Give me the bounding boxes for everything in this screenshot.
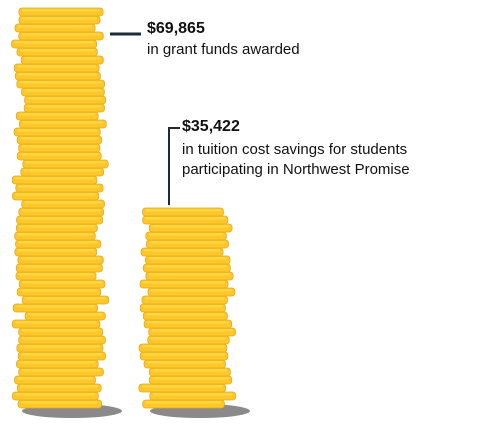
tuition-savings-coin-highlight bbox=[146, 313, 225, 316]
grant-funds-coin-highlight bbox=[15, 193, 96, 196]
tuition-savings-coin-highlight bbox=[149, 241, 226, 244]
grant-funds-coin-highlight bbox=[25, 161, 106, 164]
grant-funds-coin-highlight bbox=[22, 281, 103, 284]
grant-funds-coin-highlight bbox=[18, 25, 93, 28]
grant-funds-coin-highlight bbox=[17, 233, 93, 236]
tuition-savings-coin-highlight bbox=[141, 385, 223, 388]
grant-funds-coin-highlight bbox=[23, 169, 101, 172]
grant-funds-amount-label: $69,865 bbox=[147, 20, 205, 37]
grant-funds-coin-highlight bbox=[15, 393, 96, 396]
tuition-savings-coin-highlight bbox=[148, 273, 231, 276]
grant-funds-coin-highlight bbox=[21, 329, 100, 332]
grant-funds-coin-highlight bbox=[19, 217, 100, 220]
grant-funds-coin-highlight bbox=[20, 289, 98, 292]
grant-funds-coin-highlight bbox=[17, 129, 98, 132]
grant-funds-coin-highlight bbox=[15, 177, 94, 180]
grant-funds-coin-highlight bbox=[15, 321, 97, 324]
tuition-savings-coin-highlight bbox=[151, 289, 232, 292]
grant-funds-coin-highlight bbox=[19, 81, 102, 84]
grant-funds-coin-highlight bbox=[24, 57, 101, 60]
grant-funds-coin-highlight bbox=[16, 305, 95, 308]
tuition-savings-coin-highlight bbox=[144, 297, 225, 300]
grant-funds-coin-highlight bbox=[19, 361, 96, 364]
leader-lines bbox=[110, 32, 180, 206]
grant-funds-coin-highlight bbox=[17, 249, 94, 252]
tuition-savings-coin-highlight bbox=[148, 257, 228, 260]
tuition-savings-coin-highlight bbox=[147, 321, 229, 324]
tuition-savings-coin-highlight bbox=[152, 225, 230, 228]
grant-funds-coin-highlight bbox=[20, 153, 99, 156]
grant-funds-coin-highlight bbox=[18, 185, 101, 188]
coin-stacks bbox=[11, 7, 250, 418]
tuition-savings-coin-highlight bbox=[148, 233, 224, 236]
tuition-savings-coin-highlight bbox=[151, 329, 233, 332]
grant-funds-coin-highlight bbox=[24, 201, 102, 204]
tuition-savings-description-line-2: participating in Northwest Promise bbox=[182, 161, 410, 178]
tuition-savings-coin-highlight bbox=[144, 249, 220, 252]
tuition-savings-description-line-1: in tuition cost savings for students bbox=[182, 141, 408, 158]
tuition-savings-coin-highlight bbox=[145, 401, 222, 404]
grant-funds-description: in grant funds awarded bbox=[147, 40, 300, 60]
tuition-savings-coin-highlight bbox=[142, 345, 224, 348]
tuition-savings-coin-highlight bbox=[150, 337, 227, 340]
tuition-savings-coin-highlight bbox=[146, 265, 228, 268]
tuition-savings-coin-highlight bbox=[152, 369, 228, 372]
grant-funds-coin-highlight bbox=[17, 377, 93, 380]
grant-funds-coin-highlight bbox=[20, 257, 101, 260]
grant-funds-coin-highlight bbox=[28, 313, 103, 316]
tuition-savings-description: in tuition cost savings for students par… bbox=[182, 140, 410, 180]
tuition-savings-coin-highlight bbox=[143, 305, 223, 308]
grant-funds-coin-highlight bbox=[20, 49, 95, 52]
grant-funds-coin-highlight bbox=[21, 209, 101, 212]
grant-funds-coin-highlight bbox=[18, 73, 98, 76]
tuition-savings-coin-highlight bbox=[145, 209, 221, 212]
grant-funds-coin-highlight bbox=[19, 273, 94, 276]
grant-funds-coin-highlight bbox=[21, 33, 101, 36]
grant-funds-description-line: in grant funds awarded bbox=[147, 41, 300, 58]
tuition-savings-coin-highlight bbox=[143, 353, 225, 356]
tuition-savings-amount-label: $35,422 bbox=[182, 118, 240, 135]
tuition-savings-leader-line bbox=[168, 127, 180, 206]
grant-funds-coin-highlight bbox=[24, 89, 102, 92]
grant-funds-coin-stack bbox=[11, 7, 122, 418]
tuition-savings-coin-highlight bbox=[152, 393, 233, 396]
grant-funds-coin-highlight bbox=[27, 105, 102, 108]
grant-funds-coin-highlight bbox=[21, 369, 101, 372]
grant-funds-coin-highlight bbox=[19, 225, 95, 228]
grant-funds-coin-highlight bbox=[21, 353, 103, 356]
grant-funds-coin-highlight bbox=[21, 145, 97, 148]
grant-funds-coin-highlight bbox=[19, 113, 96, 116]
grant-funds-coin-highlight bbox=[22, 17, 97, 20]
grant-funds-coin-highlight bbox=[20, 385, 99, 388]
grant-funds-coin-highlight bbox=[22, 121, 104, 124]
grant-funds-coin-highlight bbox=[18, 241, 98, 244]
tuition-savings-coin-stack bbox=[138, 207, 250, 418]
grant-funds-coin-highlight bbox=[19, 265, 100, 268]
grant-funds-coin-highlight bbox=[20, 137, 99, 140]
tuition-savings-coin-highlight bbox=[152, 377, 229, 380]
tuition-savings-coin-highlight bbox=[147, 361, 223, 364]
grant-funds-coin-highlight bbox=[25, 297, 106, 300]
grant-funds-coin-highlight bbox=[21, 9, 101, 12]
tuition-savings-coin-highlight bbox=[145, 217, 225, 220]
grant-funds-coin-highlight bbox=[27, 97, 103, 100]
tuition-savings-coin-highlight bbox=[143, 281, 225, 284]
grant-funds-coin-highlight bbox=[21, 401, 99, 404]
grant-funds-coin-highlight bbox=[14, 41, 94, 44]
grant-funds-coin-highlight bbox=[19, 345, 100, 348]
grant-funds-coin-highlight bbox=[17, 65, 97, 68]
grant-funds-coin-highlight bbox=[21, 337, 103, 340]
